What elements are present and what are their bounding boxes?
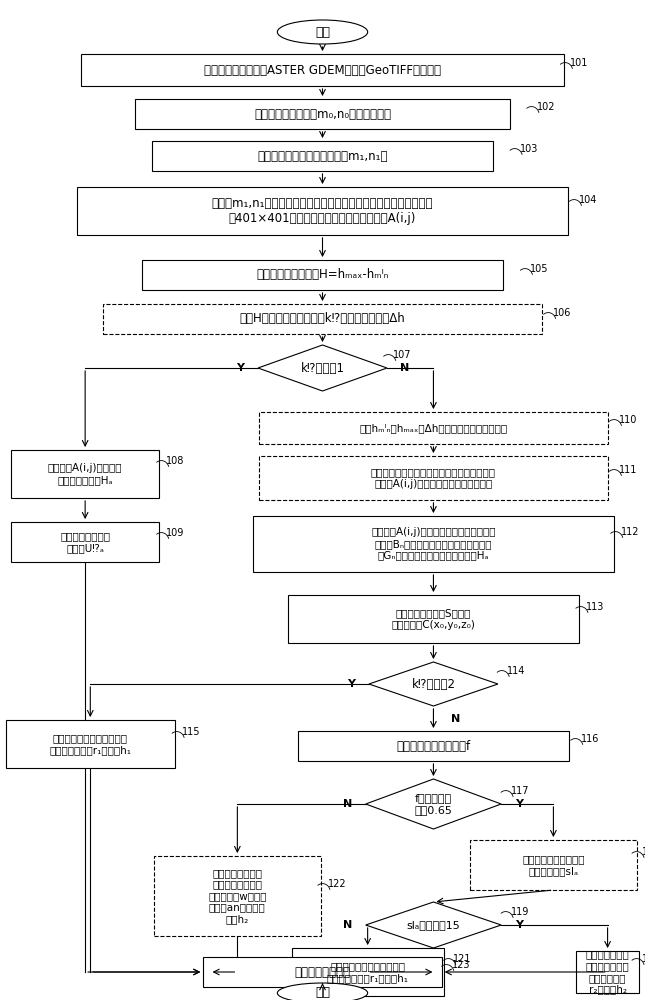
Text: 根据hₘᴵₙ、hₘₐₓ和Δh计算并形成分层高程云图: 根据hₘᴵₙ、hₘₐₓ和Δh计算并形成分层高程云图 — [359, 423, 508, 433]
Bar — [6, 720, 175, 768]
Text: 101: 101 — [570, 58, 588, 68]
Text: 108: 108 — [166, 456, 184, 466]
Text: 114: 114 — [507, 666, 525, 676]
Text: N: N — [401, 363, 410, 373]
Text: 112: 112 — [620, 527, 639, 537]
Text: 118: 118 — [642, 847, 645, 857]
Text: 103: 103 — [520, 144, 538, 154]
Text: 计算地形的相对高度H=hₘₐₓ-hₘᴵₙ: 计算地形的相对高度H=hₘₐₓ-hₘᴵₙ — [256, 268, 389, 282]
Bar — [154, 856, 321, 936]
Bar — [81, 54, 564, 86]
Text: 开始: 开始 — [315, 25, 330, 38]
Text: 106: 106 — [553, 308, 571, 318]
Text: k⁉是否为2: k⁉是否为2 — [412, 678, 455, 690]
Text: 从点（m₁,n₁）开始，按照先水平向右方向、后竖直向下方向顺序读
取401×401个栅格点，栅格点依次存入数组A(i,j): 从点（m₁,n₁）开始，按照先水平向右方向、后竖直向下方向顺序读 取401×40… — [212, 197, 433, 225]
Text: 结束: 结束 — [315, 986, 330, 1000]
Bar — [292, 948, 444, 996]
Bar — [203, 957, 442, 987]
Text: 根据H値确定地形类型参数k⁉和高程分层高度Δh: 根据H値确定地形类型参数k⁉和高程分层高度Δh — [240, 312, 405, 326]
Text: Y: Y — [347, 679, 355, 689]
Bar — [152, 141, 493, 171]
Text: 设置参照点的位置（m₀,n₀）和观察方向: 设置参照点的位置（m₀,n₀）和观察方向 — [254, 107, 391, 120]
Text: 编程打开一个地区的ASTER GDEM类型的GeoTIFF地图文件: 编程打开一个地区的ASTER GDEM类型的GeoTIFF地图文件 — [204, 64, 441, 77]
Text: f是否大于或
等于0.65: f是否大于或 等于0.65 — [415, 793, 452, 815]
Text: 116: 116 — [580, 734, 599, 744]
Bar — [259, 412, 608, 444]
Text: 104: 104 — [579, 195, 597, 205]
Bar — [298, 731, 569, 761]
Bar — [135, 99, 510, 129]
Text: 对待研究的地形区域进行八邻域边界跟踪，并
在数组A(i,j)中对地形底面边界点做标记: 对待研究的地形区域进行八邻域边界跟踪，并 在数组A(i,j)中对地形底面边界点做… — [371, 467, 496, 489]
Bar — [11, 450, 159, 498]
Text: 115: 115 — [182, 727, 201, 737]
Text: slₐ是否大于15: slₐ是否大于15 — [406, 920, 461, 930]
Bar — [103, 304, 542, 334]
Text: 将丘陵地形简化为球冠，求
球冠底面圆半径r₁和高度h₁: 将丘陵地形简化为球冠，求 球冠底面圆半径r₁和高度h₁ — [49, 733, 132, 755]
Polygon shape — [369, 662, 498, 706]
Polygon shape — [258, 345, 387, 391]
Text: 求地形底面边界围成区
域的平均坡度slₐ: 求地形底面边界围成区 域的平均坡度slₐ — [522, 854, 584, 876]
Text: 遍历数组A(i,j)，求出地形底面边界的栅格
点总数Bₙ、地形底面边界包围的栅格点总
数Gₙ和地形最高区域的平均高程値Hₐ: 遍历数组A(i,j)，求出地形底面边界的栅格 点总数Bₙ、地形底面边界包围的栅格… — [371, 527, 496, 561]
Bar — [259, 456, 608, 500]
Bar — [288, 595, 579, 643]
Bar — [253, 516, 614, 572]
Text: 119: 119 — [511, 907, 529, 917]
Text: 109: 109 — [166, 528, 184, 538]
Polygon shape — [366, 779, 501, 829]
Text: 求地形底面的形状因子f: 求地形底面的形状因子f — [397, 740, 470, 752]
Text: 120: 120 — [642, 954, 645, 964]
Bar — [576, 951, 639, 993]
Text: 107: 107 — [393, 350, 412, 360]
Text: N: N — [343, 920, 352, 930]
Ellipse shape — [277, 20, 368, 44]
Text: Y: Y — [236, 363, 244, 373]
Text: 求地形底面的面积S、地形
底面的中心C(x₀,y₀,z₀): 求地形底面的面积S、地形 底面的中心C(x₀,y₀,z₀) — [392, 608, 475, 630]
Text: Y: Y — [515, 920, 523, 930]
Bar — [77, 187, 568, 235]
Bar — [470, 840, 637, 890]
Text: 确定待读取地形的起点坐标（m₁,n₁）: 确定待读取地形的起点坐标（m₁,n₁） — [257, 149, 388, 162]
Text: Y: Y — [515, 799, 523, 809]
Text: 102: 102 — [537, 102, 555, 112]
Text: 105: 105 — [530, 264, 549, 274]
Text: 输出地形几何参数: 输出地形几何参数 — [295, 966, 350, 978]
Text: 122: 122 — [328, 879, 346, 889]
Text: 117: 117 — [511, 786, 530, 796]
Text: 遍历数组A(i,j)，求平原
地形的平均高程Hₐ: 遍历数组A(i,j)，求平原 地形的平均高程Hₐ — [48, 463, 123, 485]
Text: k⁉是否为1: k⁉是否为1 — [301, 361, 344, 374]
Text: 将地形简化为圆
锥形山，求圆锥
底面圆的半径
r₂和高度h₂: 将地形简化为圆 锥形山，求圆锥 底面圆的半径 r₂和高度h₂ — [586, 950, 630, 994]
Text: N: N — [451, 714, 460, 724]
Text: 123: 123 — [451, 960, 470, 970]
Polygon shape — [366, 902, 501, 948]
Bar — [11, 522, 159, 562]
Bar — [142, 260, 503, 290]
Text: 113: 113 — [586, 602, 604, 612]
Text: 121: 121 — [453, 954, 472, 964]
Text: 将山体地形简化为球冠，求
球冠底面圆半径r₁和高度h₁: 将山体地形简化为球冠，求 球冠底面圆半径r₁和高度h₁ — [326, 961, 409, 983]
Text: 110: 110 — [619, 415, 637, 425]
Text: N: N — [343, 799, 352, 809]
Text: 将地形简化为樱形
山，求樱形体底面
矩形边长和w，矩形
方向角an和樱形体
高度h₂: 将地形简化为樱形 山，求樱形体底面 矩形边长和w，矩形 方向角an和樱形体 高度… — [208, 868, 266, 924]
Text: 求平原地形的平均
起伏度U⁉ₐ: 求平原地形的平均 起伏度U⁉ₐ — [60, 531, 110, 553]
Ellipse shape — [277, 983, 368, 1000]
Text: 111: 111 — [619, 465, 637, 475]
